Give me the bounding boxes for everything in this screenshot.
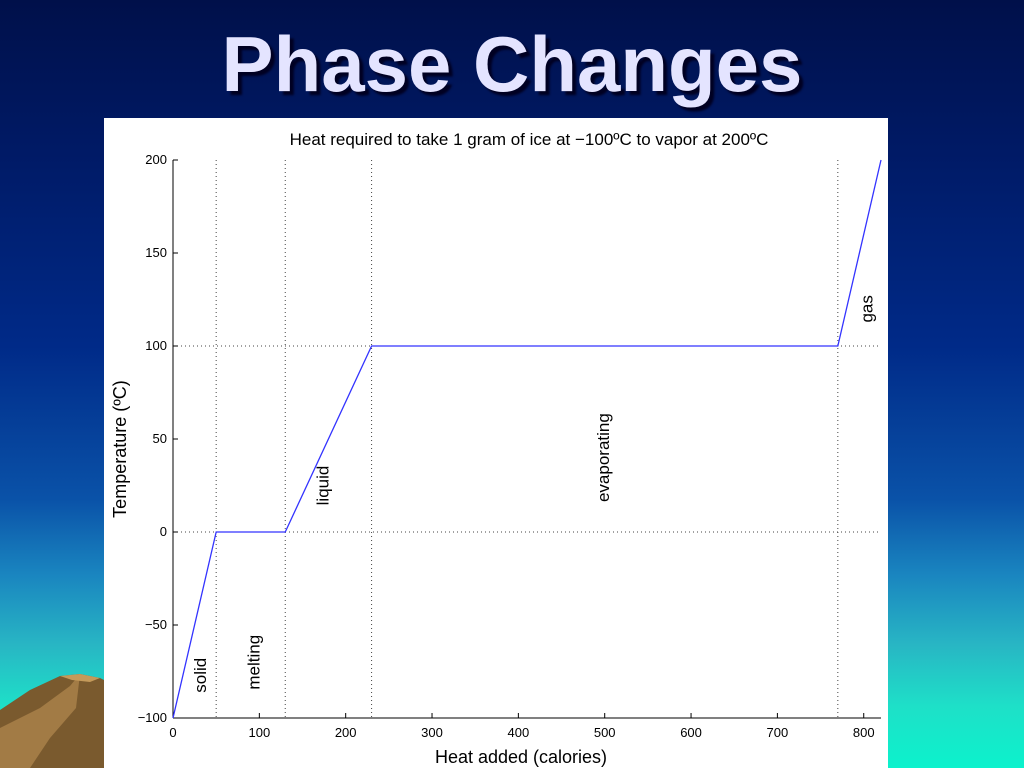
chart-svg: 0 100 200 300 400 500 600 700 800 −100 −50 0 50 100 1… (110, 130, 882, 767)
y-tick-label: −100 (138, 710, 167, 725)
phase-label: evaporating (594, 413, 613, 502)
y-ticks: −100 −50 0 50 100 150 200 (138, 152, 178, 725)
x-tick-label: 100 (248, 725, 270, 740)
reference-lines (173, 160, 881, 718)
x-tick-label: 600 (680, 725, 702, 740)
phase-label: gas (857, 295, 876, 322)
x-ticks: 0 100 200 300 400 500 600 700 800 (169, 713, 875, 740)
mountain-decoration (0, 674, 120, 768)
slide-title: Phase Changes (221, 20, 803, 108)
chart-axes (172, 160, 881, 719)
y-tick-label: 50 (153, 431, 167, 446)
x-tick-label: 700 (767, 725, 789, 740)
x-tick-label: 800 (853, 725, 875, 740)
phase-annotations: solid melting liquid evaporating gas (191, 295, 877, 693)
phase-label: melting (244, 635, 263, 690)
x-axis-label: Heat added (calories) (435, 747, 607, 767)
y-axis-label: Temperature (ºC) (110, 380, 130, 518)
y-tick-label: −50 (145, 617, 167, 632)
series-layer (172, 159, 882, 719)
chart-title: Heat required to take 1 gram of ice at −… (290, 130, 769, 149)
y-tick-label: 0 (160, 524, 167, 539)
y-tick-label: 150 (145, 245, 167, 260)
x-tick-label: 200 (335, 725, 357, 740)
x-tick-label: 400 (508, 725, 530, 740)
x-tick-label: 300 (421, 725, 443, 740)
y-tick-label: 200 (145, 152, 167, 167)
y-tick-label: 100 (145, 338, 167, 353)
chart-panel: 0 100 200 300 400 500 600 700 800 −100 −50 0 50 100 1… (104, 118, 888, 768)
x-tick-label: 0 (169, 725, 176, 740)
series-line (172, 159, 882, 719)
x-tick-label: 500 (594, 725, 616, 740)
phase-label: liquid (313, 466, 332, 506)
phase-label: solid (191, 658, 210, 693)
